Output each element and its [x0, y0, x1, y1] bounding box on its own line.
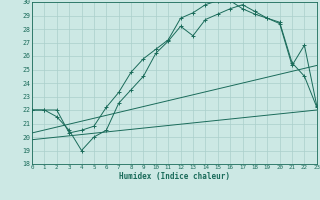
X-axis label: Humidex (Indice chaleur): Humidex (Indice chaleur): [119, 172, 230, 181]
